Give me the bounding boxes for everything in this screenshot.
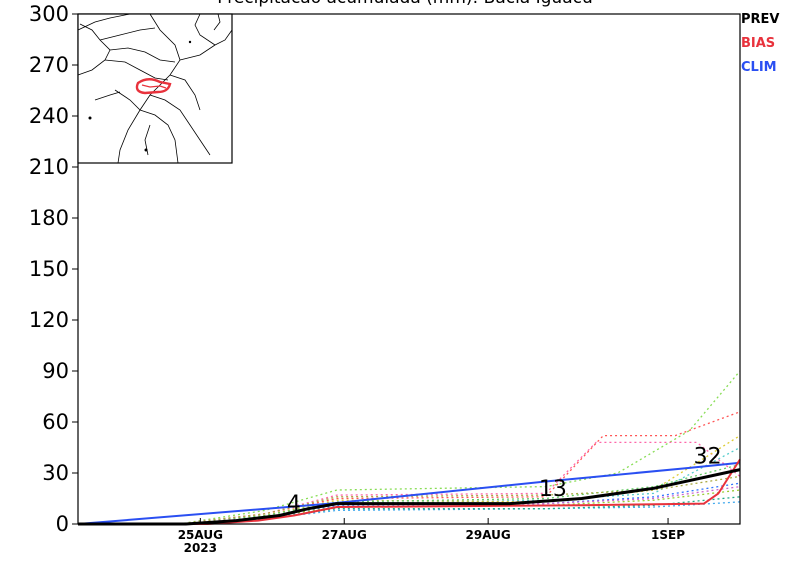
data-label: 13 — [539, 477, 567, 502]
map-boundaries — [77, 13, 233, 164]
y-tick-label: 90 — [42, 359, 69, 383]
ensemble-member-line-3 — [178, 446, 741, 525]
chart-title: Precipitacao acumulada (mm): Bacia Iguac… — [217, 0, 593, 8]
x-tick-label: 1SEP — [651, 528, 685, 542]
y-tick-label: 240 — [29, 104, 69, 128]
x-tick-label: 27AUG — [322, 528, 367, 542]
y-tick-label: 300 — [29, 2, 69, 26]
x-tick-sublabel: 2023 — [184, 541, 217, 555]
basin-outline — [135, 78, 172, 95]
annotations: 4 13 32 — [287, 445, 722, 518]
map-point — [188, 40, 192, 44]
ensemble-member-line-2 — [178, 411, 741, 525]
map-point — [144, 148, 148, 152]
y-tick-label: 120 — [29, 308, 69, 332]
ensemble-member-line-5 — [178, 482, 741, 525]
ensemble-member-line-1 — [178, 441, 741, 525]
y-tick-label: 210 — [29, 155, 69, 179]
ensemble-member-line-8 — [178, 501, 741, 525]
map-point — [88, 116, 92, 120]
legend-clim: CLIM — [741, 60, 777, 75]
series-line-prev — [78, 468, 741, 526]
y-tick-label: 270 — [29, 53, 69, 77]
legend: PREV BIAS CLIM — [741, 12, 779, 75]
ensemble-member-line-6 — [178, 463, 741, 525]
inset-map — [77, 13, 233, 164]
ensemble-members — [178, 370, 741, 525]
y-tick-label: 60 — [42, 410, 69, 434]
basin-river — [141, 84, 167, 89]
y-tick-label: 180 — [29, 206, 69, 230]
ensemble-member-line-7 — [178, 475, 741, 525]
ensemble-member-line-9 — [178, 489, 741, 525]
y-tick-label: 150 — [29, 257, 69, 281]
y-axis: 0 30 60 90 120 150 180 210 240 270 300 — [29, 2, 78, 536]
inset-map-frame — [77, 13, 233, 164]
data-label: 32 — [694, 445, 722, 470]
main-series — [77, 458, 741, 526]
x-tick-label: 25AUG — [178, 528, 223, 542]
y-tick-label: 30 — [42, 461, 69, 485]
y-tick-label: 0 — [56, 512, 69, 536]
ensemble-member-line-0 — [178, 370, 741, 525]
series-line-bias — [78, 458, 741, 525]
data-label: 4 — [287, 492, 301, 517]
legend-bias: BIAS — [741, 36, 775, 51]
series-line-clim — [77, 461, 741, 525]
legend-prev: PREV — [741, 12, 779, 27]
x-tick-label: 29AUG — [466, 528, 511, 542]
ensemble-member-line-10 — [178, 485, 741, 525]
